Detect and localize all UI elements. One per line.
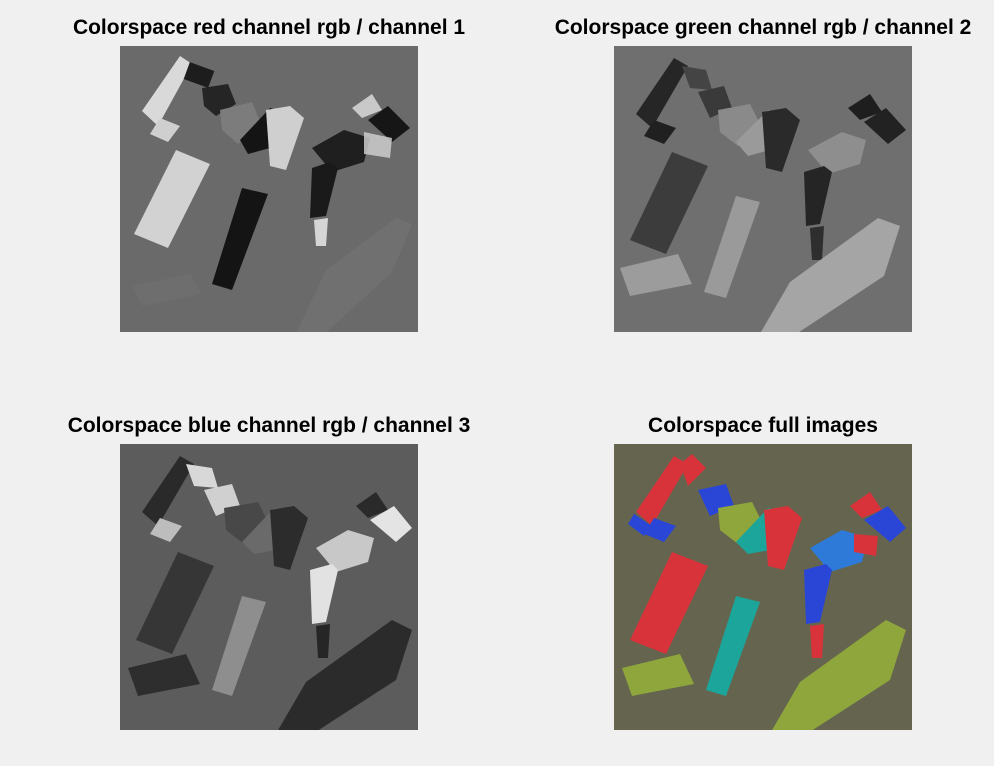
panel-blue-channel: Colorspace blue channel rgb / channel 3 [68, 414, 470, 730]
red-channel-image [120, 46, 418, 332]
panel-full-image: Colorspace full images [614, 414, 912, 730]
panel-title: Colorspace full images [648, 414, 878, 437]
blue-channel-image [120, 444, 418, 730]
panel-title: Colorspace red channel rgb / channel 1 [72, 16, 466, 39]
green-channel-image [614, 46, 912, 332]
panel-red-channel: Colorspace red channel rgb / channel 1 [73, 16, 465, 332]
panel-title: Colorspace blue channel rgb / channel 3 [67, 414, 471, 437]
panel-title: Colorspace green channel rgb / channel 2 [554, 16, 972, 39]
panel-green-channel: Colorspace green channel rgb / channel 2 [555, 16, 971, 332]
full-color-image [614, 444, 912, 730]
